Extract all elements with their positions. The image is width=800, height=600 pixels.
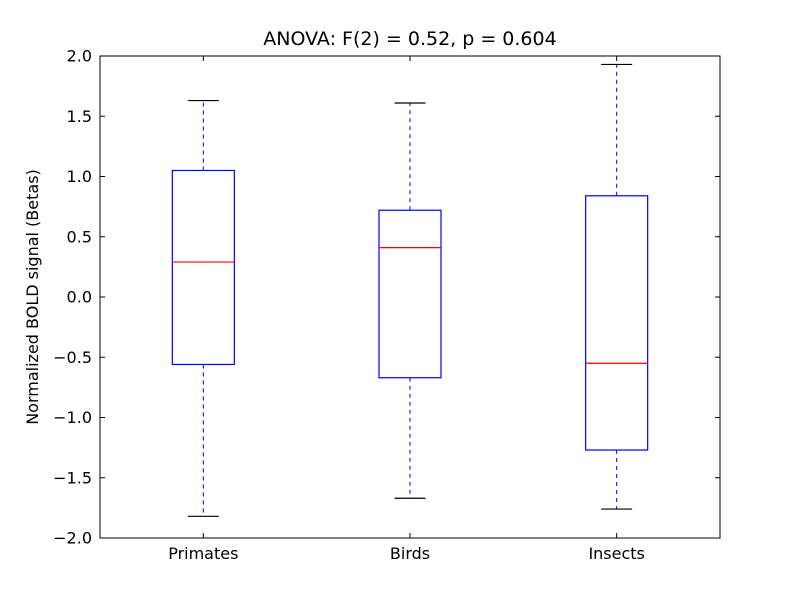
iqr-box (585, 195, 649, 451)
y-tick-label: 2.0 (67, 47, 92, 66)
y-tick-label: 1.0 (67, 167, 92, 186)
y-tick-label: 1.5 (67, 107, 92, 126)
chart-title: ANOVA: F(2) = 0.52, p = 0.604 (263, 28, 556, 50)
y-tick-label: 0.0 (67, 288, 92, 307)
x-tick-label: Primates (168, 544, 238, 563)
boxplot-insects (585, 63, 649, 510)
boxplot-primates (171, 99, 235, 517)
iqr-box (171, 169, 235, 366)
x-tick-label: Insects (588, 544, 644, 563)
y-tick-label: −0.5 (53, 348, 92, 367)
y-tick-label: −2.0 (53, 529, 92, 548)
y-tick-label: 0.5 (67, 227, 92, 246)
y-tick-label: −1.5 (53, 468, 92, 487)
y-tick-label: −1.0 (53, 408, 92, 427)
box-series (171, 63, 649, 517)
iqr-box (378, 209, 442, 379)
axes: 2.0 1.5 1.0 0.5 0.0 −0.5 −1.0 −1.5 −2.0 Primates B… (53, 47, 721, 563)
boxplot-birds (378, 102, 442, 499)
y-axis-label: Normalized BOLD signal (Betas) (23, 169, 42, 425)
x-tick-label: Birds (390, 544, 430, 563)
